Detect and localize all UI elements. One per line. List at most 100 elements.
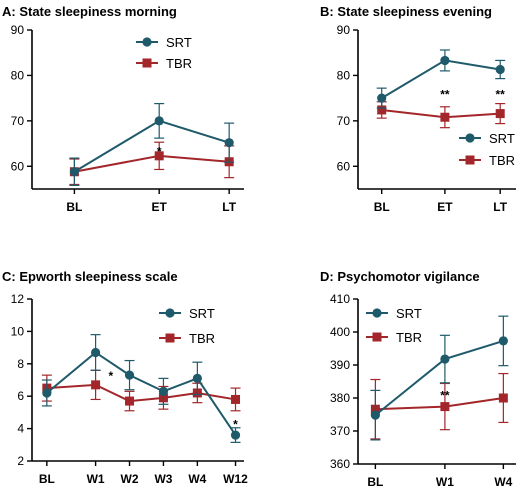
- x-tick-label: BL: [39, 472, 55, 486]
- y-tick-label: 80: [337, 68, 351, 82]
- legend: SRT TBR: [136, 35, 192, 71]
- x-tick-label: W4: [188, 472, 206, 486]
- series-srt: [69, 102, 235, 186]
- data-point: [231, 394, 241, 404]
- significance-marker: **: [496, 88, 506, 102]
- data-point: [154, 151, 164, 161]
- x-tick-label: ET: [437, 200, 453, 214]
- y-tick-label: 90: [11, 23, 25, 37]
- y-tick-label: 90: [337, 23, 351, 37]
- series-srt: [41, 334, 241, 443]
- legend-label: TBR: [489, 153, 515, 168]
- y-tick-label: 380: [330, 391, 350, 405]
- y-tick-label: 410: [330, 292, 350, 306]
- y-tick-label: 12: [11, 292, 25, 306]
- y-tick-label: 6: [17, 389, 24, 403]
- x-tick-label: BL: [367, 475, 383, 488]
- x-tick-label: W1: [87, 472, 105, 486]
- legend-label: TBR: [166, 56, 192, 71]
- legend-label: SRT: [489, 131, 515, 146]
- y-tick-label: 360: [330, 457, 350, 471]
- x-tick-label: LT: [493, 200, 507, 214]
- data-point: [440, 55, 450, 66]
- legend-marker: [165, 333, 175, 343]
- series-line: [73, 119, 230, 173]
- data-point: [192, 373, 202, 383]
- x-tick-label: W4: [494, 475, 512, 488]
- data-point: [158, 386, 169, 396]
- y-tick-label: 400: [330, 325, 350, 339]
- y-tick-label: 80: [11, 68, 25, 82]
- legend-marker: [372, 308, 382, 318]
- series-srt: [370, 315, 509, 441]
- legend-marker: [165, 308, 175, 318]
- x-tick-label: BL: [374, 200, 390, 214]
- legend-label: TBR: [396, 330, 422, 345]
- x-tick-label: ET: [152, 200, 168, 214]
- data-point: [498, 393, 508, 403]
- data-point: [124, 370, 135, 380]
- chart-panel-3: D: Psychomotor vigilance 360 370 380 390 400 4…: [320, 269, 516, 489]
- data-point: [498, 336, 508, 346]
- y-tick-label: 60: [11, 159, 25, 173]
- y-tick-label: 4: [17, 422, 24, 436]
- significance-marker: *: [157, 144, 162, 158]
- series-tbr: [41, 369, 241, 412]
- data-point: [230, 430, 241, 440]
- data-point: [377, 105, 387, 115]
- x-tick-label: W12: [223, 472, 248, 486]
- legend-label: SRT: [396, 306, 422, 321]
- data-point: [495, 109, 505, 119]
- significance-marker: **: [440, 389, 450, 403]
- data-point: [440, 112, 450, 122]
- data-point: [440, 354, 450, 364]
- chart-title: B: State sleepiness evening: [320, 4, 492, 19]
- y-tick-label: 390: [330, 358, 350, 372]
- y-tick-label: 10: [11, 324, 25, 338]
- legend-marker: [465, 133, 475, 143]
- series-srt: [376, 49, 506, 109]
- y-tick-label: 370: [330, 424, 350, 438]
- series-tbr: [376, 101, 506, 129]
- data-point: [69, 167, 79, 177]
- x-tick-label: BL: [66, 200, 82, 214]
- data-point: [370, 410, 380, 420]
- x-tick-label: LT: [222, 200, 236, 214]
- chart-panel-2: C: Epworth sleepiness scale 2 4 6 8 10 12 BL W1 W…: [2, 269, 248, 486]
- data-point: [42, 388, 52, 398]
- y-tick-label: 70: [337, 114, 351, 128]
- data-point: [440, 402, 450, 412]
- y-tick-label: 60: [337, 159, 351, 173]
- significance-marker: *: [109, 369, 114, 383]
- chart-title: D: Psychomotor vigilance: [320, 269, 480, 284]
- y-tick-label: 8: [17, 357, 24, 371]
- x-tick-label: W1: [436, 475, 454, 488]
- legend-marker: [142, 58, 152, 68]
- chart-title: C: Epworth sleepiness scale: [2, 269, 178, 284]
- legend-marker: [142, 37, 152, 47]
- legend-label: SRT: [166, 35, 192, 50]
- legend-label: SRT: [189, 306, 215, 321]
- legend: SRT TBR: [459, 131, 515, 168]
- data-point: [125, 396, 135, 406]
- data-point: [91, 347, 101, 358]
- series-line: [374, 339, 504, 416]
- legend-marker: [465, 155, 475, 165]
- significance-marker: **: [440, 88, 450, 102]
- legend: SRT TBR: [159, 306, 215, 346]
- x-tick-label: W3: [154, 472, 172, 486]
- y-tick-label: 70: [11, 114, 25, 128]
- data-point: [377, 93, 387, 103]
- legend-marker: [372, 332, 382, 342]
- series-tbr: [69, 141, 235, 186]
- series-line: [46, 351, 237, 436]
- data-point: [91, 380, 101, 390]
- chart-panel-1: B: State sleepiness evening 60 70 80 90 BL ET L…: [320, 4, 516, 214]
- y-tick-label: 2: [17, 454, 24, 468]
- data-point: [495, 64, 505, 75]
- legend: SRT TBR: [366, 306, 422, 345]
- legend-label: TBR: [189, 331, 215, 346]
- chart-title: A: State sleepiness morning: [2, 4, 177, 19]
